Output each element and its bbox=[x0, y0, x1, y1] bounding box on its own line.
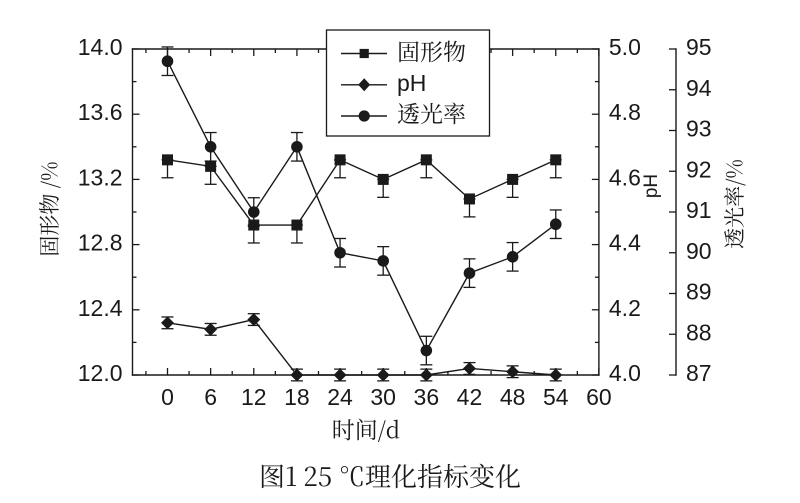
svg-text:14.0: 14.0 bbox=[78, 34, 123, 60]
svg-text:36: 36 bbox=[414, 384, 440, 410]
svg-text:固形物 /%: 固形物 /% bbox=[34, 161, 64, 256]
svg-text:91: 91 bbox=[686, 197, 712, 223]
svg-text:60: 60 bbox=[586, 384, 612, 410]
svg-text:0: 0 bbox=[161, 384, 174, 410]
svg-text:12: 12 bbox=[241, 384, 267, 410]
svg-text:42: 42 bbox=[457, 384, 483, 410]
svg-text:30: 30 bbox=[370, 384, 396, 410]
svg-text:4.4: 4.4 bbox=[609, 230, 641, 256]
svg-text:12.4: 12.4 bbox=[78, 295, 123, 321]
svg-text:12.0: 12.0 bbox=[78, 360, 123, 386]
svg-text:时间/d: 时间/d bbox=[332, 412, 401, 445]
svg-text:5.0: 5.0 bbox=[609, 34, 641, 60]
svg-text:48: 48 bbox=[500, 384, 526, 410]
svg-text:13.2: 13.2 bbox=[78, 164, 123, 190]
svg-text:透光率: 透光率 bbox=[397, 96, 466, 129]
svg-text:90: 90 bbox=[686, 238, 712, 264]
svg-text:24: 24 bbox=[327, 384, 353, 410]
svg-text:pH: pH bbox=[641, 174, 662, 198]
svg-text:4.0: 4.0 bbox=[609, 360, 641, 386]
svg-text:pH: pH bbox=[397, 70, 426, 96]
svg-text:93: 93 bbox=[686, 116, 712, 142]
svg-text:12.8: 12.8 bbox=[78, 230, 123, 256]
svg-text:13.6: 13.6 bbox=[78, 99, 123, 125]
svg-text:95: 95 bbox=[686, 34, 712, 60]
svg-text:4.8: 4.8 bbox=[609, 99, 641, 125]
svg-text:4.6: 4.6 bbox=[609, 164, 641, 190]
svg-text:92: 92 bbox=[686, 156, 712, 182]
svg-text:固形物: 固形物 bbox=[397, 34, 466, 67]
svg-text:4.2: 4.2 bbox=[609, 295, 641, 321]
svg-text:6: 6 bbox=[204, 384, 217, 410]
svg-text:87: 87 bbox=[686, 360, 712, 386]
svg-text:透光率/%: 透光率/% bbox=[719, 159, 749, 249]
svg-text:88: 88 bbox=[686, 319, 712, 345]
svg-text:89: 89 bbox=[686, 279, 712, 305]
svg-text:94: 94 bbox=[686, 75, 712, 101]
svg-text:18: 18 bbox=[284, 384, 310, 410]
svg-text:54: 54 bbox=[543, 384, 569, 410]
